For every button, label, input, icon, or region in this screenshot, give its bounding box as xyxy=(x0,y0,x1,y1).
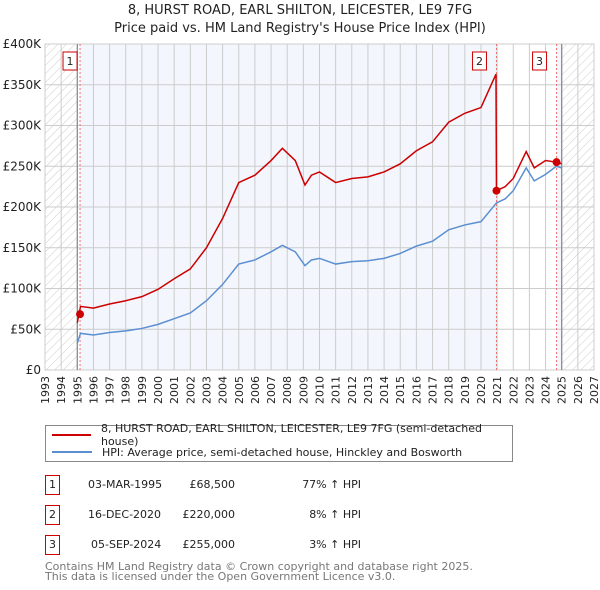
x-tick-label: 2026 xyxy=(572,376,585,404)
x-tick-label: 2014 xyxy=(378,376,391,404)
x-tick-label: 2003 xyxy=(200,376,213,404)
transaction-number: 2 xyxy=(45,505,60,525)
x-tick-label: 2010 xyxy=(314,376,327,404)
x-tick-label: 2015 xyxy=(394,376,407,404)
sale-label: 3 xyxy=(536,55,543,68)
transaction-date: 03-MAR-1995 xyxy=(88,478,163,491)
x-tick-label: 2022 xyxy=(507,376,520,404)
sale-label-box xyxy=(62,51,78,71)
legend-label: 8, HURST ROAD, EARL SHILTON, LEICESTER, … xyxy=(100,422,482,448)
sale-point xyxy=(552,158,561,167)
x-tick-label: 1995 xyxy=(71,376,84,404)
x-tick-label: 2001 xyxy=(168,376,181,404)
y-tick-label: £200K xyxy=(3,200,43,214)
x-tick-label: 2024 xyxy=(540,376,553,404)
x-tick-label: 2021 xyxy=(491,376,504,404)
x-tick-label: 2008 xyxy=(281,376,294,404)
transaction-number: 3 xyxy=(45,535,60,555)
legend-item-hpi: HPI: Average price, semi-detached house,… xyxy=(52,444,462,460)
x-tick-label: 2020 xyxy=(475,376,488,404)
hpi-line xyxy=(76,165,562,344)
transaction-date: 16-DEC-2020 xyxy=(88,508,162,521)
y-tick-label: £150K xyxy=(3,241,43,255)
sale-label-box xyxy=(471,51,487,71)
x-tick-label: 1998 xyxy=(120,376,133,404)
price-chart: 1993 1994 1995 1996 1997 1998 1999 2000 2001 2002… xyxy=(3,37,600,404)
legend-label: HPI: Average price, semi-detached house,… xyxy=(102,445,463,459)
x-tick-label: 2027 xyxy=(588,376,600,404)
x-tick-label: 1994 xyxy=(55,376,68,404)
transaction-hpi: 3% ↑ HPI xyxy=(309,538,361,551)
y-tick-label: £350K xyxy=(3,78,43,92)
sale-label: 2 xyxy=(476,55,483,68)
sale-label-box xyxy=(532,51,548,71)
legend-item-property: 8, HURST ROAD, EARL SHILTON, LEICESTER, … xyxy=(52,422,512,448)
x-tick-label: 2018 xyxy=(443,376,456,404)
sale-label: 1 xyxy=(67,55,74,68)
x-tick-label: 2002 xyxy=(184,376,197,404)
plot-border xyxy=(44,43,595,371)
x-tick-label: 1997 xyxy=(104,376,117,404)
transaction-price: £68,500 xyxy=(189,478,236,491)
transaction-number: 1 xyxy=(45,475,60,495)
x-tick-label: 2019 xyxy=(459,376,472,404)
y-tick-label: £250K xyxy=(3,159,43,173)
x-tick-label: 2007 xyxy=(265,376,278,404)
chart-subtitle: Price paid vs. HM Land Registry's House … xyxy=(114,21,486,36)
x-tick-label: 2011 xyxy=(330,376,343,404)
x-tick-label: 2005 xyxy=(233,376,246,404)
legend-swatch xyxy=(52,451,92,453)
sale-point xyxy=(76,310,85,319)
property-price-line xyxy=(76,73,562,323)
footer-copyright: Contains HM Land Registry data © Crown c… xyxy=(45,560,473,573)
transaction-hpi: 77% ↑ HPI xyxy=(302,478,361,491)
x-tick-label: 2016 xyxy=(410,376,423,404)
footer-licence: This data is licensed under the Open Gov… xyxy=(45,570,396,583)
x-tick-label: 2023 xyxy=(523,376,536,404)
sale-point xyxy=(492,186,501,195)
y-tick-label: £300K xyxy=(3,119,43,133)
x-tick-label: 2013 xyxy=(362,376,375,404)
x-tick-label: 2012 xyxy=(346,376,359,404)
legend-swatch xyxy=(52,434,91,436)
transaction-date: 05-SEP-2024 xyxy=(91,538,162,551)
x-tick-label: 2009 xyxy=(297,376,310,404)
x-tick-label: 2004 xyxy=(217,376,230,404)
legend: 8, HURST ROAD, EARL SHILTON, LEICESTER, … xyxy=(45,422,513,462)
y-tick-label: £0 xyxy=(26,363,41,377)
x-tick-label: 1993 xyxy=(39,376,52,404)
y-tick-label: £100K xyxy=(3,282,43,296)
transaction-price: £255,000 xyxy=(182,538,236,551)
x-tick-label: 2017 xyxy=(427,376,440,404)
x-tick-label: 2000 xyxy=(152,376,165,404)
x-tick-label: 2006 xyxy=(249,376,262,404)
x-tick-label: 1996 xyxy=(87,376,100,404)
x-tick-label: 2025 xyxy=(556,376,569,404)
y-tick-label: £50K xyxy=(10,322,42,336)
y-tick-label: £400K xyxy=(3,37,43,51)
x-tick-label: 1999 xyxy=(136,376,149,404)
transaction-hpi: 8% ↑ HPI xyxy=(309,508,361,521)
chart-title: 8, HURST ROAD, EARL SHILTON, LEICESTER, … xyxy=(127,3,473,18)
transaction-price: £220,000 xyxy=(182,508,236,521)
